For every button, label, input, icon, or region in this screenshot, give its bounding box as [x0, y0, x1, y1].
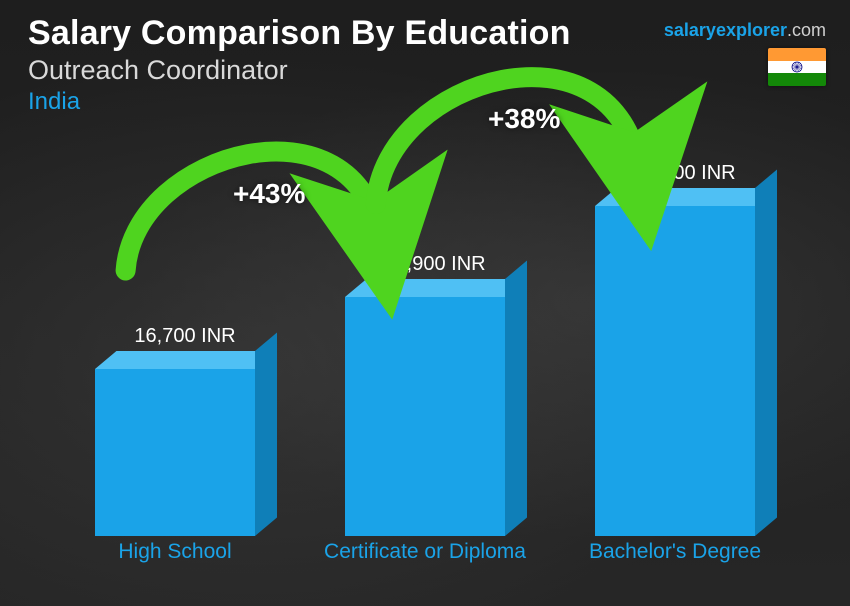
increase-label-1: +43% — [233, 178, 305, 210]
bar-top-face — [95, 351, 276, 369]
flag-stripe-top — [768, 48, 826, 61]
bar-value-label: 33,000 INR — [595, 162, 775, 185]
ashoka-chakra-icon — [791, 61, 803, 73]
chart-plot-area: 16,700 INR 23,900 INR 33,000 INR — [50, 156, 800, 536]
bar-side-face — [255, 333, 277, 536]
bar-side-face — [505, 261, 527, 536]
country-flag-icon — [768, 48, 826, 86]
bar-high-school: 16,700 INR — [95, 369, 255, 536]
x-axis: High School Certificate or Diploma Bache… — [50, 540, 800, 594]
increase-label-2: +38% — [488, 103, 560, 135]
bar-slot: 23,900 INR — [300, 297, 550, 536]
bar-value-label: 16,700 INR — [95, 325, 275, 348]
bar-value-label: 23,900 INR — [345, 253, 525, 276]
x-label: Bachelor's Degree — [550, 540, 800, 594]
x-label: Certificate or Diploma — [300, 540, 550, 594]
brand-name: salaryexplorer — [664, 20, 787, 40]
bar-bachelor: 33,000 INR — [595, 206, 755, 536]
brand-logo: salaryexplorer.com — [664, 20, 826, 41]
bars-container: 16,700 INR 23,900 INR 33,000 INR — [50, 156, 800, 536]
bar-top-face — [595, 188, 776, 206]
flag-stripe-bottom — [768, 73, 826, 86]
flag-stripe-middle — [768, 61, 826, 74]
bar-side-face — [755, 170, 777, 536]
bar-slot: 33,000 INR — [550, 206, 800, 536]
chart-subtitle: Outreach Coordinator — [28, 55, 822, 86]
bar-certificate: 23,900 INR — [345, 297, 505, 536]
chart-country: India — [28, 88, 822, 116]
bar-slot: 16,700 INR — [50, 369, 300, 536]
bar-top-face — [345, 279, 526, 297]
x-label: High School — [50, 540, 300, 594]
brand-suffix: .com — [787, 20, 826, 40]
